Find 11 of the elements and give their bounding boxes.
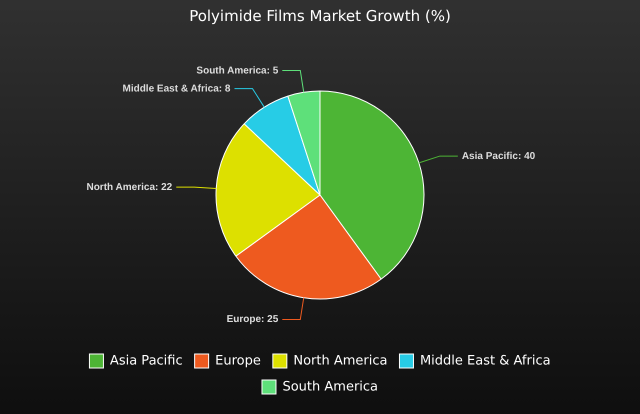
- legend-label: Europe: [215, 353, 261, 368]
- data-label: South America: 5: [196, 65, 279, 76]
- legend-label: Asia Pacific: [110, 353, 183, 368]
- data-label: North America: 22: [86, 182, 173, 193]
- data-label: Asia Pacific: 40: [462, 150, 536, 162]
- chart-title: Polyimide Films Market Growth (%): [189, 6, 451, 25]
- data-label: Middle East & Africa: 8: [122, 83, 231, 94]
- data-label: Europe: 25: [226, 314, 279, 326]
- legend-label: South America: [282, 379, 378, 394]
- legend-label: North America: [293, 353, 388, 368]
- legend-label: Middle East & Africa: [420, 353, 551, 368]
